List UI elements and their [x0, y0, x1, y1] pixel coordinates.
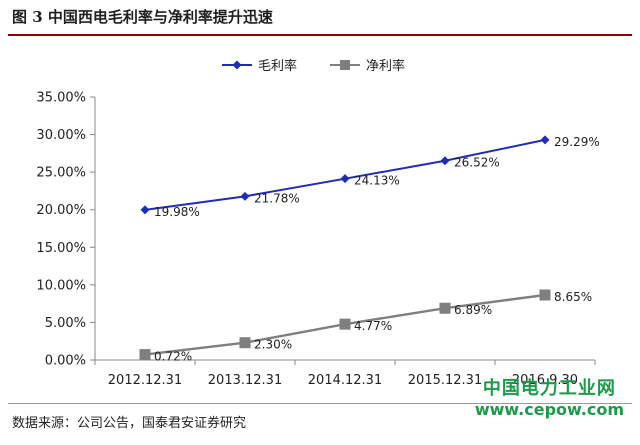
y-tick-label: 5.00%	[45, 316, 86, 331]
legend-label-net-margin: 净利率	[366, 58, 405, 74]
watermark-url: www.cepow.com	[474, 400, 624, 419]
gross-margin-data-label: 21.78%	[254, 191, 300, 205]
net-margin-data-label: 0.72%	[154, 350, 192, 364]
y-tick-label: 25.00%	[36, 166, 86, 181]
data-source-note: 数据来源：公司公告，国泰君安证券研究	[12, 416, 247, 431]
net-margin-point	[539, 289, 551, 301]
gross-margin-point	[240, 191, 250, 201]
site-watermark: 中国电力工业网 www.cepow.com	[475, 374, 624, 419]
line-chart: 0.00% 5.00% 10.00% 15.00% 20.00% 25.00% 30.00%…	[36, 58, 600, 388]
y-tick-label: 0.00%	[45, 354, 86, 369]
footer-divider	[8, 403, 632, 404]
net-margin-point	[439, 302, 451, 314]
x-tick-label: 2014.12.31	[308, 373, 382, 388]
net-margin-point	[339, 318, 351, 330]
x-tick-label: 2012.12.31	[108, 373, 182, 388]
net-margin-point	[139, 349, 151, 361]
x-tick-label: 2013.12.31	[208, 373, 282, 388]
gross-margin-point	[340, 174, 350, 184]
y-tick-label: 15.00%	[36, 241, 86, 256]
legend-marker-diamond	[232, 60, 242, 70]
net-margin-point	[239, 337, 251, 349]
gross-margin-data-label: 29.29%	[554, 135, 600, 149]
gross-margin-point	[540, 135, 550, 145]
chart-title: 图 3 中国西电毛利率与净利率提升迅速	[12, 8, 273, 26]
watermark-site-name: 中国电力工业网	[482, 378, 616, 399]
y-tick-label: 35.00%	[36, 91, 86, 106]
title-divider	[8, 34, 632, 36]
net-margin-data-label: 6.89%	[454, 303, 492, 317]
net-margin-data-label: 2.30%	[254, 338, 292, 352]
gross-margin-point	[440, 156, 450, 166]
y-tick-label: 20.00%	[36, 203, 86, 218]
y-tick-label: 30.00%	[36, 128, 86, 143]
gross-margin-data-label: 26.52%	[454, 156, 500, 170]
legend-label-gross-margin: 毛利率	[258, 58, 297, 74]
x-tick-label: 2016.9.30	[512, 373, 578, 388]
gross-margin-data-label: 24.13%	[354, 174, 400, 188]
net-margin-data-label: 4.77%	[354, 319, 392, 333]
x-tick-label: 2015.12.31	[408, 373, 482, 388]
gross-margin-data-label: 19.98%	[154, 205, 200, 219]
gross-margin-point	[140, 205, 150, 215]
y-tick-label: 10.00%	[36, 278, 86, 293]
legend-marker-square	[340, 60, 350, 70]
net-margin-data-label: 8.65%	[554, 290, 592, 304]
